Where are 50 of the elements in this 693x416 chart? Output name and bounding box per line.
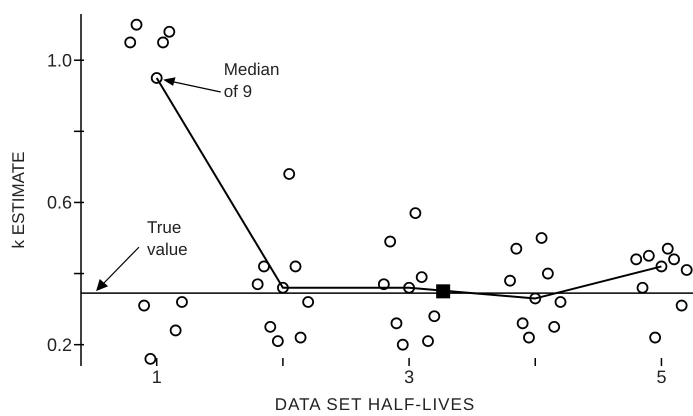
x-tick-label: 1 — [152, 366, 162, 387]
y-tick-label: 1.0 — [46, 50, 72, 71]
point — [283, 168, 296, 180]
point — [416, 271, 428, 284]
point — [636, 282, 648, 294]
point — [536, 232, 548, 244]
point — [554, 296, 566, 308]
point — [649, 332, 662, 344]
point — [523, 332, 535, 344]
x-tick-label: 5 — [656, 366, 666, 387]
point — [170, 324, 182, 336]
point — [548, 320, 560, 333]
point — [396, 338, 409, 351]
point — [124, 36, 136, 48]
point — [176, 296, 188, 308]
point — [157, 36, 169, 48]
point — [504, 274, 516, 287]
point — [384, 236, 396, 248]
x-tick-label: 3 — [404, 366, 414, 387]
point — [680, 264, 693, 276]
annotation: Median of 9 — [224, 60, 280, 101]
point — [668, 253, 680, 266]
point — [290, 260, 302, 272]
point — [409, 207, 422, 220]
point — [294, 332, 306, 344]
point — [642, 250, 655, 262]
point — [436, 284, 450, 298]
point — [130, 18, 142, 31]
y-tick-label: 0.6 — [46, 192, 72, 213]
point — [676, 300, 688, 312]
point — [163, 26, 176, 38]
y-tick-label: 0.2 — [46, 334, 72, 355]
point — [428, 310, 440, 322]
point — [662, 242, 674, 255]
point — [510, 242, 522, 255]
point — [390, 317, 402, 330]
point — [258, 260, 270, 272]
point — [252, 278, 264, 290]
y-axis-title: k ESTIMATE — [9, 152, 28, 248]
point — [302, 296, 314, 308]
point — [542, 268, 554, 280]
point — [516, 317, 529, 330]
ref-line-label: True value — [147, 218, 188, 260]
x-axis-title: DATA SET HALF-LIVES — [274, 395, 476, 414]
point — [138, 300, 150, 312]
point — [630, 253, 642, 266]
point — [264, 320, 276, 333]
point — [422, 335, 434, 348]
point — [144, 352, 156, 365]
point — [272, 335, 284, 348]
